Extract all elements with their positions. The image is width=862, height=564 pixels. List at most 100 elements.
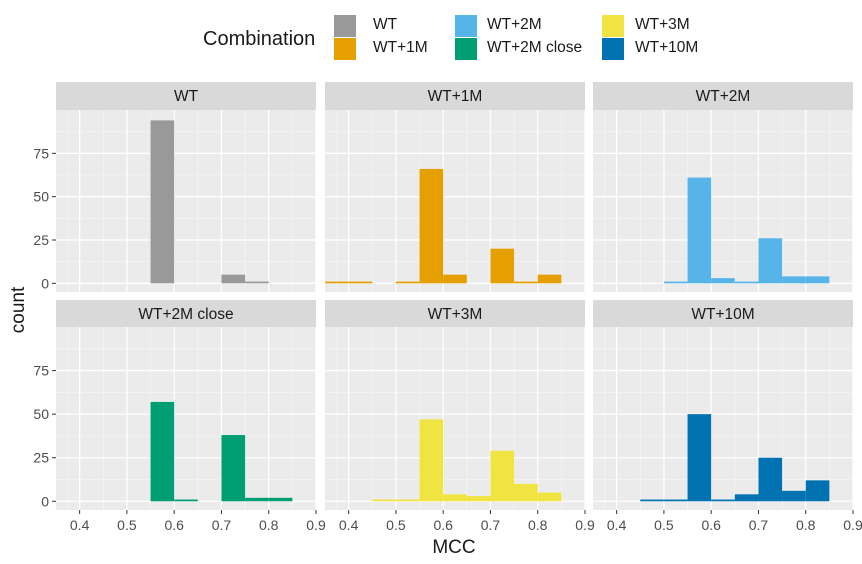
legend-label-wt-1m: WT+1M: [373, 39, 428, 56]
x-tick-label: 0.5: [386, 517, 406, 533]
facet-strip-label: WT: [174, 88, 199, 105]
histogram-bar: [514, 483, 538, 502]
y-tick-label: 50: [33, 189, 49, 205]
facet-strip-label: WT+3M: [428, 306, 483, 323]
panel-background: [593, 110, 853, 292]
facet-panel-wt-10m: WT+10M 0.4 0.5 0.6 0.7 0.8 0.9: [593, 300, 862, 533]
x-tick-label: 0.9: [843, 517, 862, 533]
histogram-bar: [758, 457, 783, 502]
histogram-bar: [395, 499, 420, 502]
histogram-bar: [490, 248, 515, 284]
histogram-bar: [150, 401, 175, 502]
histogram-bar: [174, 499, 198, 502]
legend-key-wt-1m: [334, 38, 356, 60]
x-tick-label: 0.7: [749, 517, 769, 533]
histogram-bar: [245, 497, 269, 502]
y-tick-label: 50: [33, 406, 49, 422]
legend-label-wt-2m: WT+2M: [487, 16, 542, 33]
histogram-bar: [419, 419, 444, 502]
facet-panel-wt: WT 0 25 50 75: [33, 82, 317, 292]
histogram-bar: [805, 276, 830, 284]
x-tick-label: 0.4: [607, 517, 627, 533]
histogram-bar: [734, 281, 759, 284]
facet-strip-label: WT+2M: [696, 88, 751, 105]
legend-key-wt-10m: [602, 38, 624, 60]
histogram-bar: [537, 274, 562, 284]
y-tick-label: 25: [33, 232, 49, 248]
histogram-bar: [711, 499, 735, 502]
facet-panel-wt-2m: WT+2M: [593, 82, 854, 292]
histogram-bar: [466, 496, 491, 502]
histogram-bar: [734, 494, 759, 502]
histogram-bar: [782, 490, 806, 502]
facet-strip: [56, 300, 316, 328]
histogram-bar: [268, 497, 293, 502]
y-tick-label: 75: [33, 145, 49, 161]
legend-label-wt-2m-close: WT+2M close: [487, 39, 583, 56]
histogram-bar: [640, 499, 664, 502]
x-tick-label: 0.5: [654, 517, 674, 533]
facet-strip-label: WT+2M close: [138, 306, 233, 323]
legend-key-wt-2m: [455, 15, 477, 37]
legend-key-wt: [334, 15, 356, 37]
histogram-bar: [711, 278, 735, 284]
facet-strip: [56, 82, 316, 110]
histogram-bar: [663, 281, 688, 284]
x-tick-label: 0.8: [259, 517, 279, 533]
histogram-bar: [663, 499, 688, 502]
facet-strip: [325, 82, 585, 110]
x-tick-label: 0.7: [212, 517, 232, 533]
legend-label-wt: WT: [373, 16, 398, 33]
facet-strip-label: WT+10M: [691, 306, 754, 323]
histogram-bar: [514, 281, 538, 284]
legend-title: Combination: [203, 28, 316, 50]
facet-panel-wt-3m: WT+3M 0.4 0.5 0.6 0.7 0.8 0.9: [325, 300, 595, 533]
x-tick-label: 0.5: [117, 517, 137, 533]
x-tick-label: 0.7: [481, 517, 501, 533]
histogram-bar: [150, 120, 175, 284]
histogram-bar: [325, 281, 349, 284]
legend: Combination WT WT+1M WT+2M WT+2M close W…: [0, 0, 862, 70]
facet-panel-wt-1m: WT+1M: [325, 82, 586, 292]
histogram-bar: [372, 499, 396, 502]
histogram-bar: [805, 480, 830, 502]
histogram-bar: [687, 414, 712, 502]
x-tick-label: 0.6: [164, 517, 184, 533]
panel-background: [325, 110, 585, 292]
x-tick-label: 0.6: [433, 517, 453, 533]
facet-strip: [593, 82, 853, 110]
x-tick-label: 0.9: [575, 517, 595, 533]
histogram-bar: [245, 281, 269, 284]
x-tick-label: 0.4: [70, 517, 90, 533]
histogram-bar: [443, 274, 467, 284]
histogram-bar: [490, 450, 515, 502]
histogram-bar: [443, 494, 467, 502]
histogram-bar: [395, 281, 420, 284]
histogram-bar: [537, 492, 562, 502]
facet-strip: [325, 300, 585, 328]
histogram-bar: [782, 276, 806, 284]
facet-strip: [593, 300, 853, 328]
panel-background: [325, 327, 585, 510]
x-axis-title: MCC: [432, 537, 475, 558]
x-tick-label: 0.6: [701, 517, 721, 533]
y-tick-label: 0: [41, 275, 49, 291]
histogram-bar: [758, 238, 783, 284]
histogram-bar: [419, 168, 444, 284]
histogram-bar: [687, 177, 712, 284]
legend-label-wt-3m: WT+3M: [635, 16, 690, 33]
facet-strip-label: WT+1M: [428, 88, 483, 105]
legend-key-wt-2m-close: [455, 38, 477, 60]
y-axis-title: count: [8, 286, 29, 333]
legend-key-wt-3m: [602, 15, 624, 37]
facet-panel-wt-2m-close: WT+2M close 0 25 50 75 0.4 0.5 0.6 0.7 0.8 0.9: [33, 300, 326, 533]
y-tick-label: 0: [41, 493, 49, 509]
histogram-bar: [221, 435, 246, 502]
legend-label-wt-10m: WT+10M: [635, 39, 699, 56]
y-tick-label: 75: [33, 363, 49, 379]
panel-background: [56, 110, 316, 292]
histogram-bar: [221, 274, 246, 284]
x-tick-label: 0.8: [528, 517, 548, 533]
histogram-bar: [348, 281, 373, 284]
